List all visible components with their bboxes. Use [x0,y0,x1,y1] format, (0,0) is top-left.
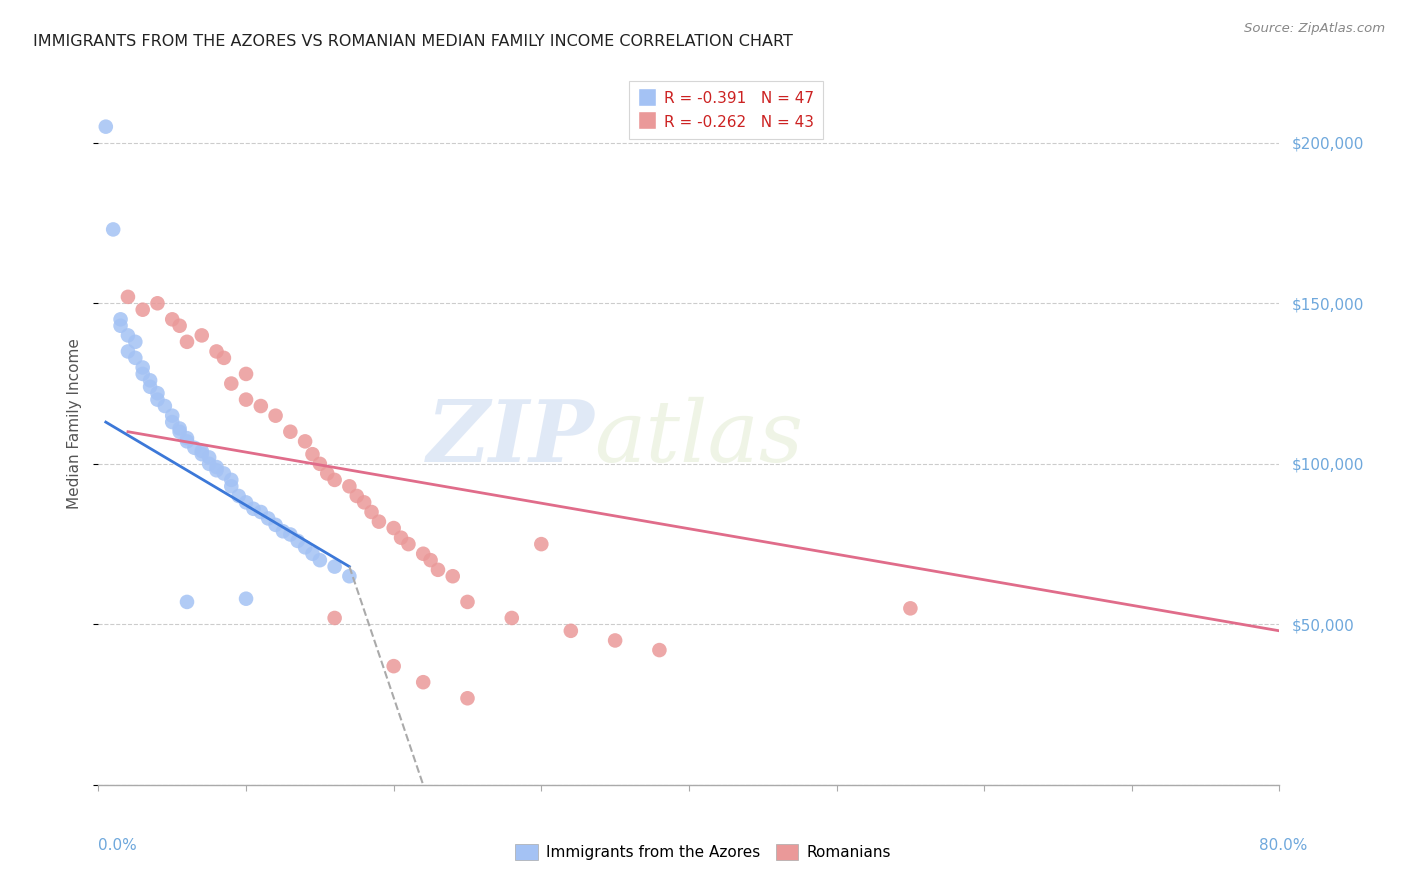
Y-axis label: Median Family Income: Median Family Income [67,338,83,509]
Point [280,425,302,439]
Point [117,344,139,359]
Text: 80.0%: 80.0% [1260,838,1308,854]
Text: Source: ZipAtlas.com: Source: ZipAtlas.com [1244,22,1385,36]
Point [146,386,169,401]
Point [287,533,309,548]
Point [132,302,155,317]
Point [412,675,434,690]
Point [323,473,346,487]
Point [146,392,169,407]
Point [353,495,375,509]
Point [235,392,257,407]
Point [212,467,235,481]
Point [648,643,671,657]
Point [110,318,132,333]
Point [205,460,228,475]
Point [139,373,162,387]
Point [103,222,125,236]
Point [264,517,287,532]
Point [191,447,214,461]
Point [162,312,183,326]
Point [382,521,405,535]
Point [242,501,264,516]
Point [457,691,479,706]
Point [301,547,323,561]
Point [309,457,332,471]
Point [323,611,346,625]
Point [124,334,146,349]
Point [162,409,183,423]
Point [110,312,132,326]
Point [132,367,155,381]
Point [221,376,243,391]
Point [228,489,250,503]
Point [94,120,117,134]
Point [412,547,434,561]
Point [176,595,198,609]
Point [176,334,198,349]
Point [360,505,382,519]
Point [169,318,191,333]
Text: 0.0%: 0.0% [98,838,138,854]
Point [117,290,139,304]
Point [198,457,221,471]
Point [323,559,346,574]
Point [221,473,243,487]
Point [339,569,361,583]
Point [191,444,214,458]
Point [398,537,420,551]
Point [257,511,280,525]
Point [316,467,339,481]
Point [900,601,922,615]
Point [427,563,450,577]
Point [264,409,287,423]
Point [250,505,273,519]
Point [132,360,155,375]
Point [530,537,553,551]
Point [339,479,361,493]
Text: IMMIGRANTS FROM THE AZORES VS ROMANIAN MEDIAN FAMILY INCOME CORRELATION CHART: IMMIGRANTS FROM THE AZORES VS ROMANIAN M… [34,34,793,49]
Point [117,328,139,343]
Point [560,624,582,638]
Point [301,447,323,461]
Point [271,524,294,539]
Point [183,441,205,455]
Point [205,463,228,477]
Point [221,479,243,493]
Point [162,415,183,429]
Point [346,489,368,503]
Point [212,351,235,365]
Point [309,553,332,567]
Point [205,344,228,359]
Point [294,434,316,449]
Text: ZIP: ZIP [426,396,595,480]
Point [146,296,169,310]
Point [457,595,479,609]
Point [441,569,464,583]
Legend: R = -0.391   N = 47, R = -0.262   N = 43: R = -0.391 N = 47, R = -0.262 N = 43 [628,81,823,139]
Point [235,495,257,509]
Point [169,425,191,439]
Point [153,399,176,413]
Point [419,553,441,567]
Point [294,541,316,555]
Point [605,633,627,648]
Point [382,659,405,673]
Point [176,431,198,445]
Point [368,515,391,529]
Point [235,591,257,606]
Legend: Immigrants from the Azores, Romanians: Immigrants from the Azores, Romanians [509,838,897,866]
Point [139,380,162,394]
Point [191,328,214,343]
Point [169,421,191,435]
Point [124,351,146,365]
Text: atlas: atlas [595,397,804,480]
Point [235,367,257,381]
Point [176,434,198,449]
Point [250,399,273,413]
Point [280,527,302,541]
Point [389,531,412,545]
Point [198,450,221,465]
Point [501,611,523,625]
